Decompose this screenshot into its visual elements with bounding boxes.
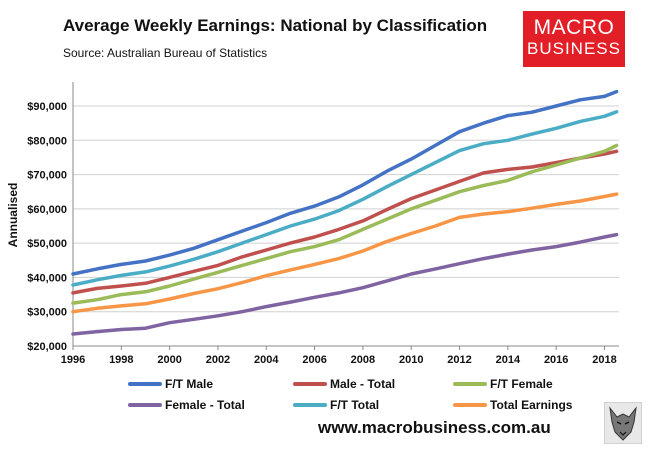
y-tick-label: $90,000 — [27, 101, 67, 113]
x-tick-label: 2018 — [592, 354, 616, 366]
y-tick-label: $80,000 — [27, 135, 67, 147]
x-tick-label: 2002 — [206, 354, 230, 366]
y-tick-label: $60,000 — [27, 204, 67, 216]
x-tick-label: 2012 — [447, 354, 471, 366]
legend-label-male-total: Male - Total — [330, 377, 395, 391]
tick-labels: $20,000 $30,000 $40,000 $50,000 $60,000 $70,0… — [27, 101, 617, 366]
axes — [72, 82, 619, 350]
logo-line-1: MACRO — [533, 16, 615, 39]
x-tick-label: 2014 — [496, 354, 521, 366]
logo-line-2: BUSINESS — [527, 39, 621, 58]
y-tick-label: $70,000 — [27, 170, 67, 182]
y-tick-label: $30,000 — [27, 307, 67, 319]
chart-source: Source: Australian Bureau of Statistics — [63, 46, 267, 60]
x-tick-label: 2004 — [254, 354, 279, 366]
legend-label-f-t-female: F/T Female — [490, 377, 553, 391]
series-line-female-total — [71, 232, 619, 336]
y-tick-label: $40,000 — [27, 272, 67, 284]
y-axis-label: Annualised — [6, 183, 20, 248]
x-tick-label: 2016 — [544, 354, 568, 366]
x-tick-label: 1996 — [61, 354, 85, 366]
x-tick-label: 2006 — [302, 354, 326, 366]
y-tick-label: $20,000 — [27, 341, 67, 353]
legend: F/T Male Male - Total F/T Female Female - T… — [128, 377, 573, 412]
x-tick-label: 2010 — [399, 354, 423, 366]
y-tick-label: $50,000 — [27, 238, 67, 250]
legend-label-female-total: Female - Total — [165, 398, 245, 412]
legend-label-f-t-total: F/T Total — [330, 398, 379, 412]
series-line-f-t-female — [71, 143, 619, 305]
series-line-f-t-male — [71, 89, 619, 276]
x-tick-label: 1998 — [109, 354, 133, 366]
series-lines — [71, 89, 619, 336]
legend-label-total-earnings: Total Earnings — [490, 398, 573, 412]
wolf-logo-icon — [604, 402, 642, 444]
chart-title: Average Weekly Earnings: National by Cla… — [63, 16, 487, 35]
legend-label-f-t-male: F/T Male — [165, 377, 213, 391]
x-tick-label: 2000 — [157, 354, 181, 366]
series-line-f-t-total — [71, 110, 619, 287]
footer-url: www.macrobusiness.com.au — [318, 418, 551, 437]
series-line-male-total — [71, 149, 619, 295]
macrobusiness-logo: MACRO BUSINESS — [523, 11, 625, 67]
x-tick-label: 2008 — [351, 354, 375, 366]
series-line-total-earnings — [71, 192, 619, 314]
